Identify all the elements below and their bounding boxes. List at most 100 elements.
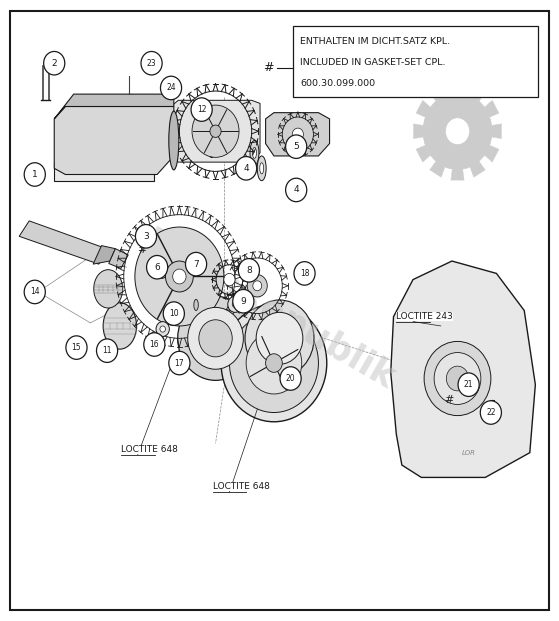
Circle shape <box>154 262 169 278</box>
Polygon shape <box>416 145 430 162</box>
Polygon shape <box>485 101 499 117</box>
Circle shape <box>158 266 165 274</box>
Ellipse shape <box>207 124 216 158</box>
Circle shape <box>286 178 307 202</box>
Text: #: # <box>137 245 146 255</box>
Circle shape <box>256 312 303 365</box>
Text: 9: 9 <box>240 297 246 306</box>
Text: 600.30.099.000: 600.30.099.000 <box>300 79 375 88</box>
Text: 10: 10 <box>169 309 179 318</box>
Polygon shape <box>416 101 430 117</box>
Circle shape <box>292 128 304 140</box>
Circle shape <box>160 326 165 332</box>
Circle shape <box>238 258 259 282</box>
Circle shape <box>458 373 479 396</box>
Circle shape <box>232 301 238 307</box>
Text: 20: 20 <box>286 374 296 383</box>
Circle shape <box>24 163 45 186</box>
Circle shape <box>144 333 165 356</box>
Ellipse shape <box>193 260 201 274</box>
Circle shape <box>135 227 224 326</box>
Text: ENTHALTEN IM DICHT.SATZ KPL.: ENTHALTEN IM DICHT.SATZ KPL. <box>300 37 450 46</box>
Circle shape <box>165 261 193 292</box>
Polygon shape <box>491 124 501 138</box>
Text: 4: 4 <box>293 186 299 194</box>
Text: 11: 11 <box>102 346 112 355</box>
Circle shape <box>156 322 169 337</box>
Polygon shape <box>414 124 423 138</box>
Text: PartsRepublik: PartsRepublik <box>136 224 400 397</box>
Circle shape <box>186 252 207 276</box>
Polygon shape <box>470 161 485 177</box>
Circle shape <box>191 98 212 121</box>
Polygon shape <box>430 85 445 101</box>
Text: 4: 4 <box>243 164 249 173</box>
Ellipse shape <box>160 299 165 310</box>
Circle shape <box>235 156 257 180</box>
Text: 21: 21 <box>464 380 473 389</box>
Ellipse shape <box>257 156 266 181</box>
Polygon shape <box>451 169 464 180</box>
Circle shape <box>146 255 168 279</box>
Circle shape <box>221 304 327 422</box>
Circle shape <box>280 367 301 390</box>
Text: 24: 24 <box>166 83 176 93</box>
Polygon shape <box>391 261 536 478</box>
Circle shape <box>178 296 253 380</box>
Circle shape <box>199 320 232 357</box>
Polygon shape <box>54 94 174 119</box>
Circle shape <box>253 281 262 291</box>
Polygon shape <box>93 245 115 264</box>
Polygon shape <box>470 85 485 101</box>
Ellipse shape <box>253 147 257 158</box>
Circle shape <box>66 336 87 360</box>
Polygon shape <box>430 161 445 177</box>
Text: 3: 3 <box>143 232 149 241</box>
Circle shape <box>446 118 470 145</box>
Text: 1: 1 <box>32 170 37 179</box>
Text: 23: 23 <box>147 59 157 68</box>
Circle shape <box>188 307 243 369</box>
Text: 22: 22 <box>486 408 496 417</box>
Text: INCLUDED IN GASKET-SET CPL.: INCLUDED IN GASKET-SET CPL. <box>300 58 446 67</box>
Circle shape <box>266 354 282 373</box>
Text: 12: 12 <box>197 105 206 114</box>
Circle shape <box>245 300 314 377</box>
Circle shape <box>286 135 307 158</box>
Text: 15: 15 <box>72 343 81 352</box>
Circle shape <box>173 269 186 284</box>
Circle shape <box>247 274 267 297</box>
Circle shape <box>135 225 157 248</box>
Text: LOCTITE 648: LOCTITE 648 <box>121 445 178 454</box>
Circle shape <box>423 93 492 170</box>
Ellipse shape <box>103 303 136 349</box>
Polygon shape <box>54 106 174 175</box>
Circle shape <box>210 125 221 137</box>
Polygon shape <box>54 162 154 181</box>
Text: LOR: LOR <box>462 450 476 456</box>
Ellipse shape <box>169 111 179 170</box>
Text: 16: 16 <box>150 340 159 349</box>
Circle shape <box>233 289 254 313</box>
Polygon shape <box>19 221 110 264</box>
Polygon shape <box>451 83 464 93</box>
Text: 17: 17 <box>174 358 184 368</box>
Polygon shape <box>109 248 128 268</box>
Circle shape <box>224 273 235 286</box>
Bar <box>293 26 538 97</box>
Circle shape <box>228 296 242 312</box>
Circle shape <box>163 302 184 325</box>
Polygon shape <box>485 145 499 162</box>
Text: 2: 2 <box>51 59 57 68</box>
Ellipse shape <box>94 270 122 308</box>
Circle shape <box>44 52 65 75</box>
Ellipse shape <box>260 163 264 174</box>
Circle shape <box>24 280 45 304</box>
Circle shape <box>160 76 182 100</box>
Polygon shape <box>266 112 330 156</box>
Text: 14: 14 <box>30 288 40 296</box>
Circle shape <box>141 52 162 75</box>
Text: LOCTITE 648: LOCTITE 648 <box>213 482 269 491</box>
Text: 7: 7 <box>193 260 199 269</box>
Circle shape <box>192 105 239 157</box>
